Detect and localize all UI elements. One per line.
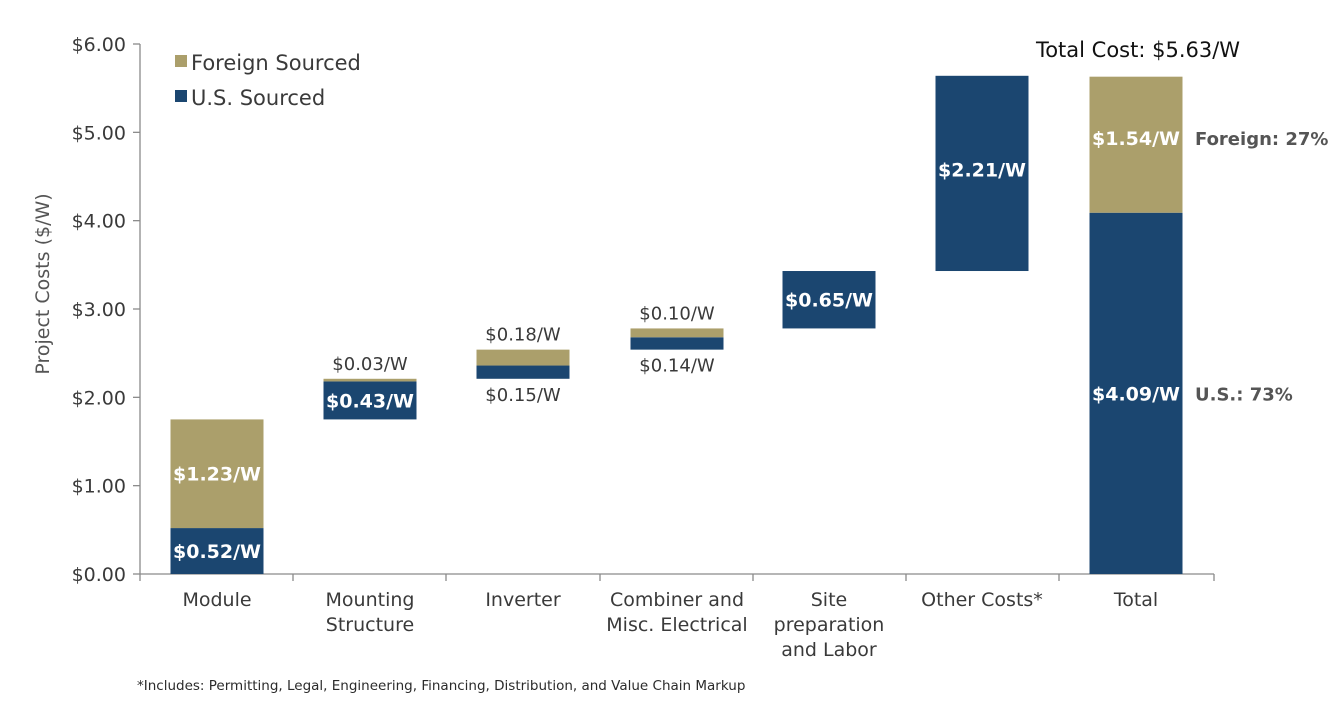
bar-us-sourced	[630, 337, 724, 350]
bar-foreign-sourced	[1089, 76, 1183, 213]
bar-us-sourced	[476, 365, 570, 379]
y-axis-title: Project Costs ($/W)	[32, 193, 54, 374]
data-label: $4.09/W	[1092, 383, 1180, 405]
bar-us-sourced	[323, 381, 417, 420]
x-tick-label: Total	[1113, 589, 1158, 611]
total-cost-annotation: Total Cost: $5.63/W	[1035, 38, 1240, 62]
data-label: $0.65/W	[785, 290, 873, 312]
bar-us-sourced	[782, 271, 876, 329]
axes: $0.00 $1.00 $2.00 $3.00 $4.00 $5.00 $6.00 Proje…	[32, 34, 1215, 661]
x-tick-label: Structure	[326, 614, 414, 636]
x-tick-label: Misc. Electrical	[606, 614, 747, 636]
data-label: $0.18/W	[485, 325, 561, 346]
y-tick-label: $2.00	[72, 387, 126, 409]
footnote: *Includes: Permitting, Legal, Engineerin…	[137, 678, 746, 694]
y-tick-label: $6.00	[72, 34, 126, 56]
x-tick-label: Other Costs*	[921, 589, 1043, 611]
data-label: $0.43/W	[326, 390, 414, 412]
y-tick-label: $0.00	[72, 564, 126, 586]
data-label: $0.14/W	[639, 356, 715, 377]
bars	[170, 75, 1183, 574]
bar-foreign-sourced	[323, 378, 417, 382]
data-label: $0.52/W	[173, 541, 261, 563]
bar-foreign-sourced	[630, 328, 724, 338]
data-labels: $0.52/W $1.23/W $0.43/W $0.03/W $0.18/W $0.15…	[173, 128, 1180, 563]
data-label: $0.15/W	[485, 385, 561, 406]
us-share-annotation: U.S.: 73%	[1195, 384, 1293, 405]
x-tick-label: Combiner and	[610, 589, 744, 611]
x-tick-label: Inverter	[485, 589, 561, 611]
data-label: $2.21/W	[938, 160, 1026, 182]
bar-us-sourced	[935, 75, 1029, 272]
x-tick-label: Site	[811, 589, 847, 611]
legend-label: U.S. Sourced	[191, 86, 325, 110]
x-tick-label: and Labor	[781, 639, 877, 661]
annotations: Total Cost: $5.63/W Foreign: 27% U.S.: 73%	[1035, 38, 1329, 405]
bar-us-sourced	[170, 528, 264, 574]
data-label: $0.10/W	[639, 303, 715, 324]
data-label: $1.23/W	[173, 464, 261, 486]
foreign-share-annotation: Foreign: 27%	[1195, 129, 1328, 150]
x-tick-label: Module	[182, 589, 251, 611]
legend: Foreign Sourced U.S. Sourced	[175, 51, 361, 110]
bar-foreign-sourced	[476, 349, 570, 366]
y-tick-label: $3.00	[72, 299, 126, 321]
bar-foreign-sourced	[170, 419, 264, 529]
x-tick-label: Mounting	[326, 589, 415, 611]
legend-label: Foreign Sourced	[191, 51, 361, 75]
data-label: $1.54/W	[1092, 128, 1180, 150]
y-tick-label: $1.00	[72, 476, 126, 498]
y-tick-label: $4.00	[72, 211, 126, 233]
bar-us-sourced	[1089, 212, 1183, 574]
y-tick-label: $5.00	[72, 122, 126, 144]
data-label: $0.03/W	[332, 354, 408, 375]
legend-swatch	[175, 90, 187, 102]
x-tick-label: preparation	[774, 614, 885, 636]
legend-swatch	[175, 55, 187, 67]
